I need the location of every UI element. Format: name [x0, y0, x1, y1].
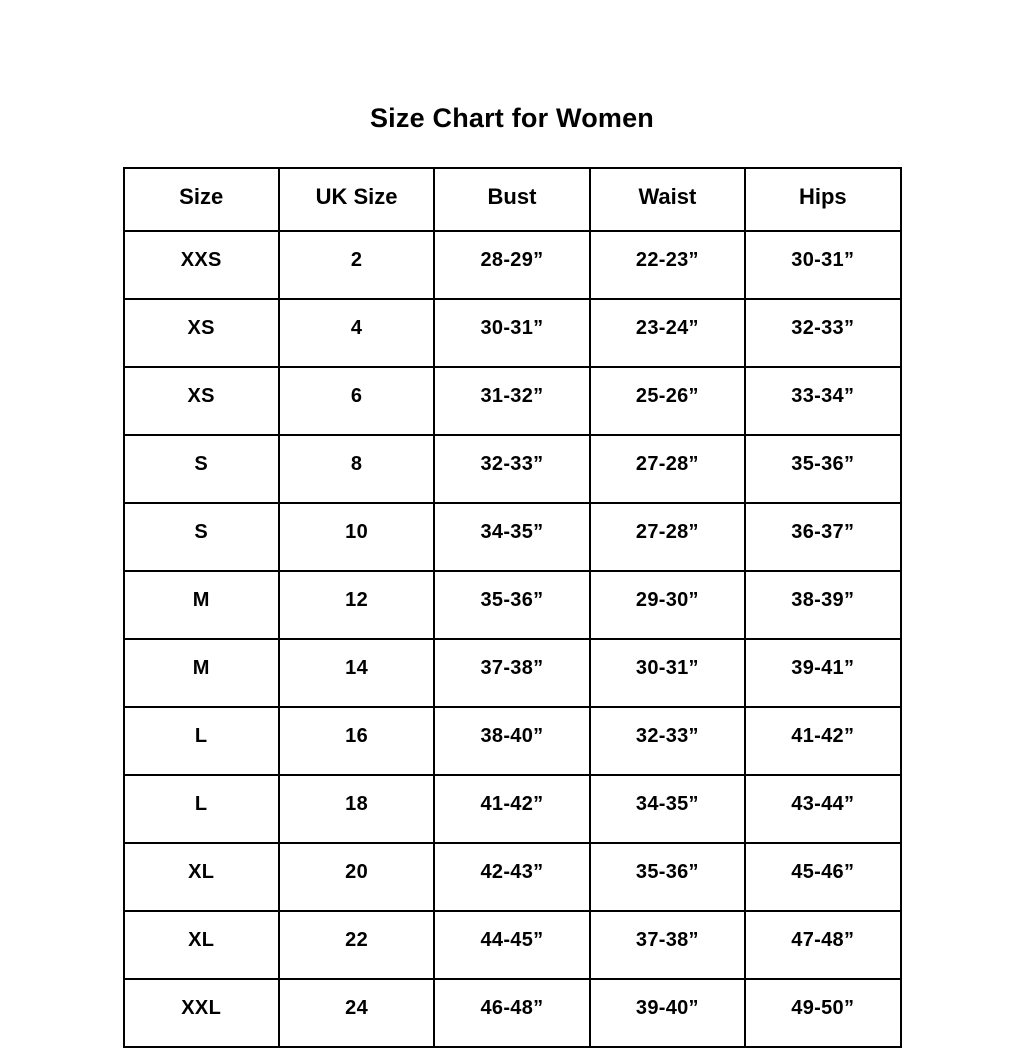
table-cell: 18: [277, 774, 436, 844]
table-cell: 33-34”: [744, 366, 902, 436]
table-cell: 20: [277, 842, 436, 912]
size-chart-page: Size Chart for Women Size UK Size Bust Wais…: [122, 103, 902, 1048]
table-row: XL 20 42-43” 35-36” 45-46”: [122, 842, 902, 912]
table-cell: 27-28”: [588, 434, 747, 504]
table-cell: 45-46”: [744, 842, 902, 912]
page-title: Size Chart for Women: [369, 103, 655, 133]
table-cell: S: [122, 434, 280, 504]
column-header-bust: Bust: [433, 167, 591, 232]
size-chart-table: Size UK Size Bust Waist Hips XXS 2 28-29” 22-23…: [122, 167, 902, 1048]
table-cell: M: [122, 638, 280, 708]
table-cell: 39-40”: [588, 978, 747, 1048]
table-cell: 31-32”: [433, 366, 591, 436]
table-row: XS 6 31-32” 25-26” 33-34”: [122, 366, 902, 436]
table-cell: 4: [277, 298, 436, 368]
table-cell: 46-48”: [433, 978, 591, 1048]
table-cell: S: [122, 502, 280, 572]
table-cell: L: [122, 774, 280, 844]
table-cell: M: [122, 570, 280, 640]
table-cell: XXL: [122, 978, 280, 1048]
table-cell: 38-40”: [433, 706, 591, 776]
table-row: M 12 35-36” 29-30” 38-39”: [122, 570, 902, 640]
table-cell: 30-31”: [433, 298, 591, 368]
table-cell: 36-37”: [744, 502, 902, 572]
table-cell: 49-50”: [744, 978, 902, 1048]
column-header-waist: Waist: [588, 167, 747, 232]
column-header-hips: Hips: [744, 167, 902, 232]
table-cell: 16: [277, 706, 436, 776]
table-cell: 34-35”: [433, 502, 591, 572]
table-cell: 14: [277, 638, 436, 708]
table-cell: 2: [277, 230, 436, 300]
table-cell: 44-45”: [433, 910, 591, 980]
table-cell: 6: [277, 366, 436, 436]
table-cell: L: [122, 706, 280, 776]
table-row: XXS 2 28-29” 22-23” 30-31”: [122, 230, 902, 300]
table-cell: 32-33”: [433, 434, 591, 504]
table-cell: 42-43”: [433, 842, 591, 912]
table-cell: 10: [277, 502, 436, 572]
table-cell: XS: [122, 366, 280, 436]
table-cell: 41-42”: [433, 774, 591, 844]
table-body: XXS 2 28-29” 22-23” 30-31” XS 4 30-31” 23-24” 32-…: [122, 230, 902, 1048]
table-header-row: Size UK Size Bust Waist Hips: [122, 167, 902, 232]
table-cell: 41-42”: [744, 706, 902, 776]
table-cell: XS: [122, 298, 280, 368]
table-cell: 35-36”: [588, 842, 747, 912]
table-cell: 30-31”: [588, 638, 747, 708]
table-cell: 30-31”: [744, 230, 902, 300]
table-row: L 18 41-42” 34-35” 43-44”: [122, 774, 902, 844]
table-row: M 14 37-38” 30-31” 39-41”: [122, 638, 902, 708]
table-cell: 29-30”: [588, 570, 747, 640]
table-cell: 35-36”: [433, 570, 591, 640]
column-header-size: Size: [122, 167, 280, 232]
table-row: XS 4 30-31” 23-24” 32-33”: [122, 298, 902, 368]
table-cell: XL: [122, 842, 280, 912]
table-row: S 10 34-35” 27-28” 36-37”: [122, 502, 902, 572]
table-row: XXL 24 46-48” 39-40” 49-50”: [122, 978, 902, 1048]
table-cell: 32-33”: [744, 298, 902, 368]
table-cell: 37-38”: [433, 638, 591, 708]
table-cell: 27-28”: [588, 502, 747, 572]
table-cell: 35-36”: [744, 434, 902, 504]
table-cell: 38-39”: [744, 570, 902, 640]
table-cell: XXS: [122, 230, 280, 300]
table-cell: 24: [277, 978, 436, 1048]
table-row: S 8 32-33” 27-28” 35-36”: [122, 434, 902, 504]
table-cell: 23-24”: [588, 298, 747, 368]
table-cell: 12: [277, 570, 436, 640]
table-row: L 16 38-40” 32-33” 41-42”: [122, 706, 902, 776]
column-header-uk-size: UK Size: [277, 167, 436, 232]
table-cell: 8: [277, 434, 436, 504]
table-cell: 47-48”: [744, 910, 902, 980]
table-cell: 43-44”: [744, 774, 902, 844]
table-cell: 25-26”: [588, 366, 747, 436]
table-row: XL 22 44-45” 37-38” 47-48”: [122, 910, 902, 980]
table-cell: 39-41”: [744, 638, 902, 708]
table-cell: 37-38”: [588, 910, 747, 980]
table-cell: 28-29”: [433, 230, 591, 300]
table-cell: 34-35”: [588, 774, 747, 844]
table-cell: 22-23”: [588, 230, 747, 300]
table-cell: XL: [122, 910, 280, 980]
table-cell: 22: [277, 910, 436, 980]
table-header: Size UK Size Bust Waist Hips: [122, 167, 902, 232]
table-cell: 32-33”: [588, 706, 747, 776]
